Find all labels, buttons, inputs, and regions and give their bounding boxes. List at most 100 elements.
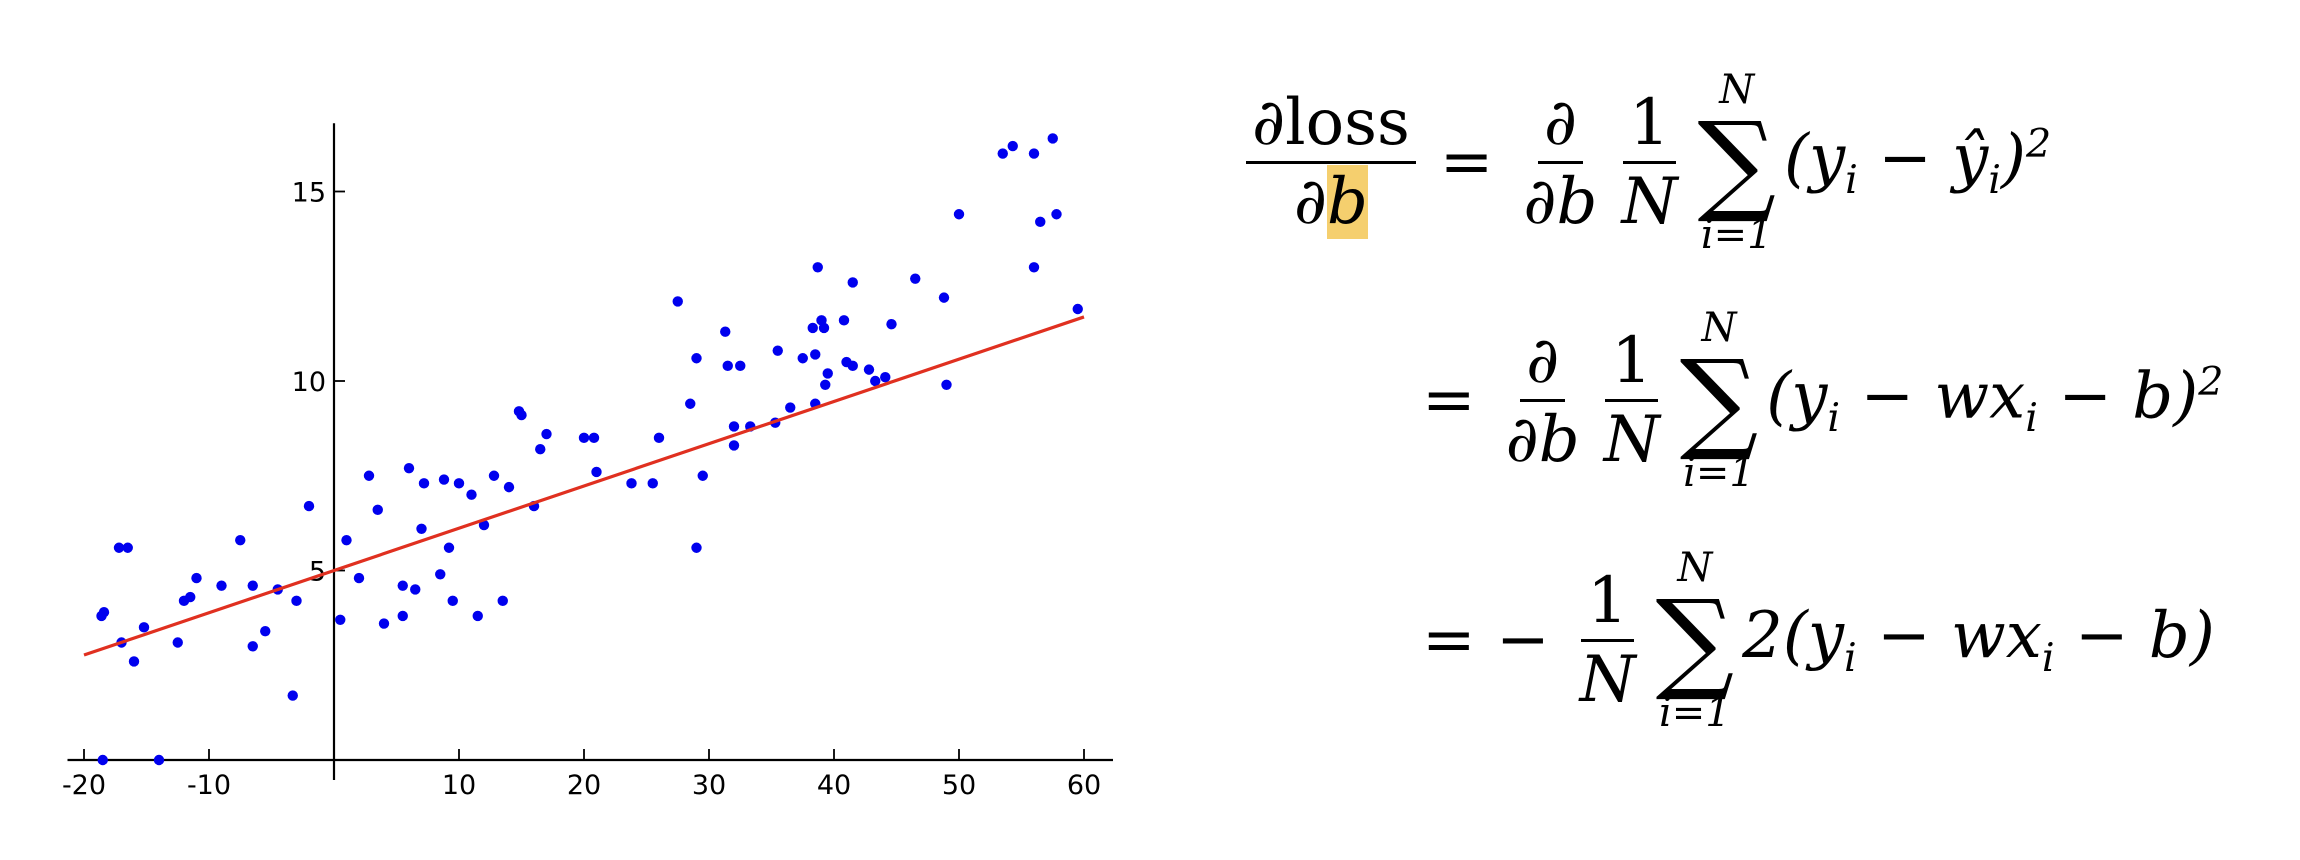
subscript-i: i (1827, 395, 1841, 442)
data-point (626, 478, 637, 489)
lhs-fraction: ∂loss ∂b (1246, 91, 1416, 239)
lhs-partial-symbol: ∂ (1293, 164, 1327, 239)
data-point (941, 379, 952, 390)
one-numerator: 1 (1605, 329, 1659, 402)
data-point (1028, 262, 1040, 273)
data-point (938, 292, 950, 303)
data-point (697, 470, 708, 481)
summand-mid: − wx (1840, 359, 2026, 434)
data-point (341, 534, 352, 546)
data-point (535, 444, 546, 455)
subscript-i: i (2025, 395, 2038, 442)
axes (67, 123, 1113, 780)
x-tick-label: 30 (692, 770, 726, 801)
data-point (335, 614, 346, 625)
data-point (807, 322, 818, 334)
data-point (785, 402, 796, 413)
data-point (847, 360, 858, 372)
derivative-numerator: ∂ (1537, 91, 1583, 164)
x-tick-label: -10 (187, 770, 231, 801)
x-tick-label: 40 (817, 770, 851, 801)
summand-open: (y (1784, 121, 1846, 196)
data-point (185, 591, 196, 603)
data-point (478, 519, 490, 531)
x-tick-label: 50 (942, 770, 976, 801)
data-point (447, 595, 458, 607)
data-point (466, 489, 477, 500)
data-point (97, 754, 108, 766)
data-point (822, 368, 833, 379)
data-point (235, 534, 246, 546)
summand: (yi − ŷi)2 (1784, 121, 2051, 203)
data-point (247, 641, 258, 652)
data-point (418, 478, 430, 489)
data-point (497, 595, 508, 607)
data-point (191, 572, 202, 584)
data-point (438, 474, 450, 485)
data-point (847, 277, 858, 288)
data-point (453, 478, 465, 489)
derivative-denominator: ∂b (1505, 402, 1580, 477)
one-numerator: 1 (1623, 91, 1676, 164)
data-point (435, 569, 446, 580)
data-point (797, 353, 808, 364)
data-point (472, 610, 483, 622)
summation: N ∑ i=1 (1697, 70, 1776, 255)
summation: N ∑ i=1 (1680, 308, 1759, 493)
data-point (541, 428, 552, 440)
equals-minus-sign: = − (1422, 603, 1550, 678)
summand-close: ) (2001, 121, 2026, 196)
x-tick-label: 60 (1067, 770, 1101, 801)
data-point (516, 409, 527, 421)
data-point (153, 754, 165, 766)
n-denominator: N (1603, 402, 1660, 477)
data-point (1072, 303, 1083, 315)
data-point (722, 360, 733, 372)
data-point (128, 656, 140, 667)
n-denominator: N (1621, 164, 1678, 239)
data-point (1051, 209, 1062, 220)
sum-upper-limit: N (1719, 67, 1755, 113)
highlighted-b: b (1326, 164, 1368, 239)
equals-sign: = (1439, 125, 1494, 200)
x-tick-label: 20 (567, 770, 601, 801)
data-point (810, 349, 821, 360)
data-point (363, 470, 375, 481)
data-point (772, 345, 783, 356)
data-point (378, 618, 390, 629)
data-point (953, 209, 965, 220)
data-point (910, 273, 921, 284)
data-point (812, 262, 823, 273)
exponent: 2 (2198, 359, 2224, 406)
x-tick-label: -20 (62, 770, 106, 801)
data-point (410, 584, 421, 595)
one-over-n: 1 N (1615, 91, 1683, 234)
sigma-symbol: ∑ (1655, 576, 1735, 704)
data-point (443, 542, 455, 553)
summand-open: (y (1766, 359, 1828, 434)
data-point (138, 622, 150, 633)
y-tick-label: 10 (292, 367, 326, 398)
data-point (1035, 216, 1046, 228)
fit-line-group (83, 315, 1085, 657)
data-point (303, 500, 315, 512)
data-point (503, 481, 515, 493)
y-tick-label: 5 (309, 557, 326, 588)
data-point (247, 580, 258, 591)
data-point (870, 375, 881, 387)
summand-open: 2(y (1742, 599, 1844, 674)
data-point (1007, 140, 1018, 152)
data-point (818, 322, 830, 334)
tick-labels: -20 -10 10 20 30 40 50 60 5 10 15 (62, 178, 1101, 802)
summand: (yi − wxi − b)2 (1766, 359, 2223, 441)
data-point (838, 315, 850, 326)
data-point (728, 440, 740, 451)
data-point (122, 542, 133, 553)
data-point (672, 296, 683, 307)
data-point (863, 364, 875, 375)
equation-row-1: ∂loss ∂b = ∂ ∂b 1 N N ∑ i=1 (yi − ŷi)2 (1240, 70, 2051, 255)
data-point (397, 580, 408, 591)
equals-sign: = (1422, 363, 1476, 438)
data-point (588, 432, 600, 444)
one-over-n: 1 N (1574, 569, 1642, 712)
